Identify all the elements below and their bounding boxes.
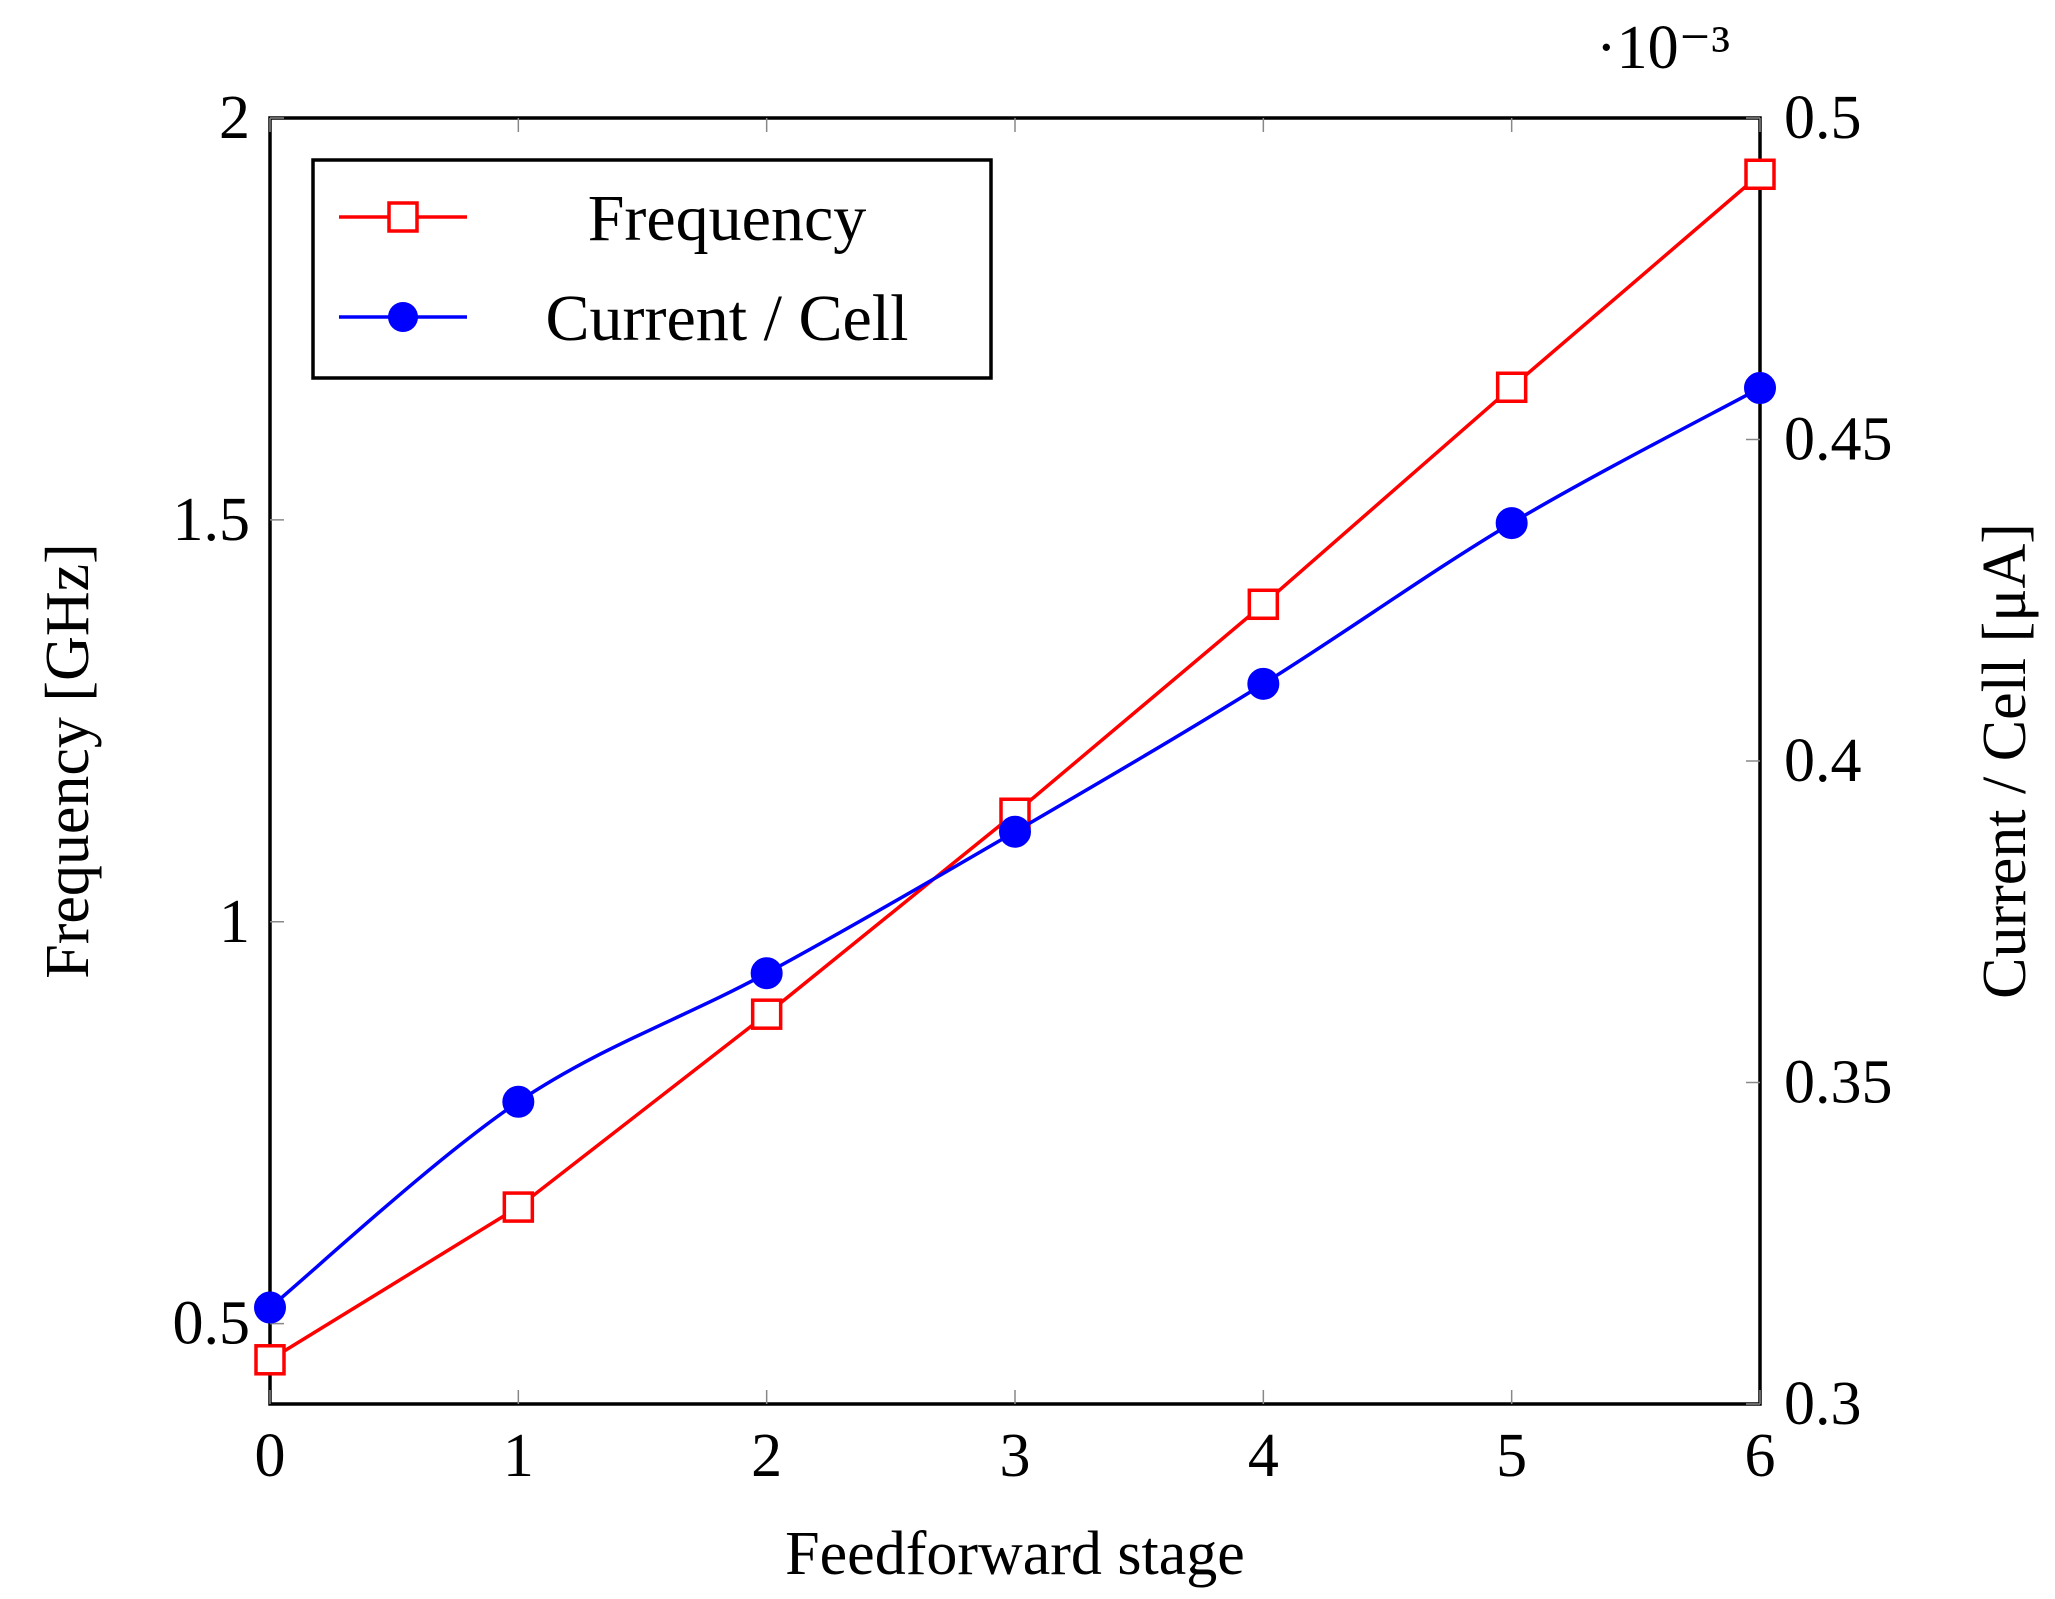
frequency-data-point <box>502 1191 535 1223</box>
current-data-point <box>999 815 1031 848</box>
frequency-data-point <box>1495 371 1528 404</box>
left-y-tick-label: 1.5 <box>173 486 251 554</box>
frequency-data-point <box>1247 588 1280 621</box>
current-data-point <box>1247 667 1280 700</box>
right-y-tick-label: 0.4 <box>1784 727 1862 795</box>
axis-ticks: 0 1 2 3 4 5 6 0.5 1 1.5 2 0.3 0.35 0.4 0.45 0.5 <box>173 84 1893 1490</box>
current-series-line <box>268 386 1761 1309</box>
x-tick-label: 2 <box>751 1422 782 1490</box>
right-axis-scale-label: ·10⁻³ <box>1596 14 1730 82</box>
left-y-tick-label: 0.5 <box>173 1290 251 1358</box>
legend-label-frequency: Frequency <box>588 182 867 255</box>
current-data-point <box>1495 507 1528 540</box>
frequency-data-point <box>1744 158 1776 191</box>
x-tick-label: 0 <box>255 1422 286 1490</box>
current-data-point <box>502 1085 535 1118</box>
legend-label-current: Current / Cell <box>546 282 909 355</box>
right-y-tick-label: 0.45 <box>1784 406 1893 474</box>
legend-box <box>311 158 993 380</box>
legend-marker-current <box>388 302 418 332</box>
x-tick-label: 5 <box>1496 1422 1527 1490</box>
series-group <box>254 158 1776 1376</box>
current-data-point <box>254 1291 286 1324</box>
current-data-point <box>750 957 783 990</box>
legend-marker-frequency <box>387 201 419 233</box>
axis-labels: Feedforward stage Frequency [GHz] Curren… <box>34 14 2039 1588</box>
x-tick-label: 4 <box>1248 1422 1279 1490</box>
left-y-tick-label: 1 <box>219 888 250 956</box>
left-y-axis-title: Frequency [GHz] <box>34 543 102 979</box>
right-y-tick-label: 0.5 <box>1784 84 1862 152</box>
right-y-tick-label: 0.35 <box>1784 1049 1893 1117</box>
left-y-tick-label: 2 <box>219 84 250 152</box>
frequency-data-point <box>254 1344 286 1376</box>
x-tick-label: 6 <box>1745 1422 1776 1490</box>
current-data-point <box>1744 372 1776 405</box>
right-y-axis-title: Current / Cell [μA] <box>1971 523 2039 999</box>
x-tick-label: 3 <box>1000 1422 1031 1490</box>
x-tick-label: 1 <box>503 1422 534 1490</box>
right-y-tick-label: 0.3 <box>1784 1370 1862 1438</box>
legend: Frequency Current / Cell <box>311 158 993 380</box>
frequency-data-point <box>750 998 783 1030</box>
x-axis-title: Feedforward stage <box>785 1520 1245 1588</box>
